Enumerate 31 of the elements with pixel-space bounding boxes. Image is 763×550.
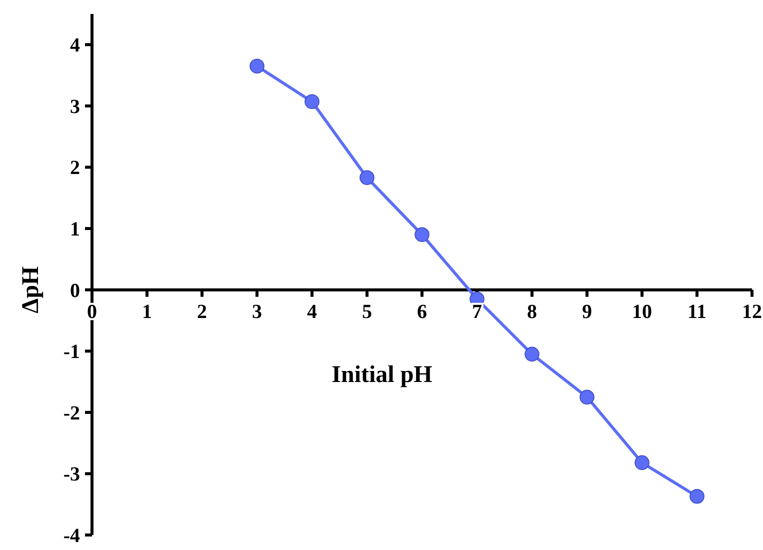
y-tick-label: 0 — [70, 280, 80, 302]
x-axis-title: Initial pH — [332, 362, 433, 388]
y-tick-label: 1 — [70, 218, 80, 241]
y-tick-label: -4 — [63, 525, 80, 547]
point — [414, 227, 430, 242]
x-tick-label: 11 — [688, 300, 706, 323]
x-tick-label: 10 — [632, 300, 652, 323]
point — [360, 170, 374, 186]
point — [304, 94, 320, 110]
x-tick-label: 3 — [252, 300, 262, 323]
x-tick-label: 9 — [582, 300, 592, 323]
x-tick-label: 5 — [362, 300, 372, 323]
point — [690, 488, 704, 504]
point — [250, 58, 264, 74]
x-tick-label: 6 — [417, 300, 427, 323]
x-tick-label: 1 — [142, 300, 152, 323]
point — [524, 346, 540, 362]
y-tick-label: 4 — [70, 34, 80, 57]
x-tick-label: 12 — [742, 300, 762, 323]
point — [580, 390, 594, 404]
y-axis-title: ΔpH — [18, 266, 44, 314]
y-tick-label: 2 — [70, 157, 80, 180]
y-tick-label: -1 — [63, 341, 80, 364]
y-tick-label: 3 — [70, 96, 80, 118]
x-tick-label: 7 — [472, 300, 482, 323]
y-tick-label: -2 — [63, 402, 80, 424]
point — [634, 455, 650, 470]
x-tick-label: 8 — [527, 300, 537, 323]
x-tick-label: 2 — [197, 300, 207, 323]
y-tick-label: -3 — [63, 464, 80, 486]
x-tick-label: 4 — [307, 300, 317, 323]
